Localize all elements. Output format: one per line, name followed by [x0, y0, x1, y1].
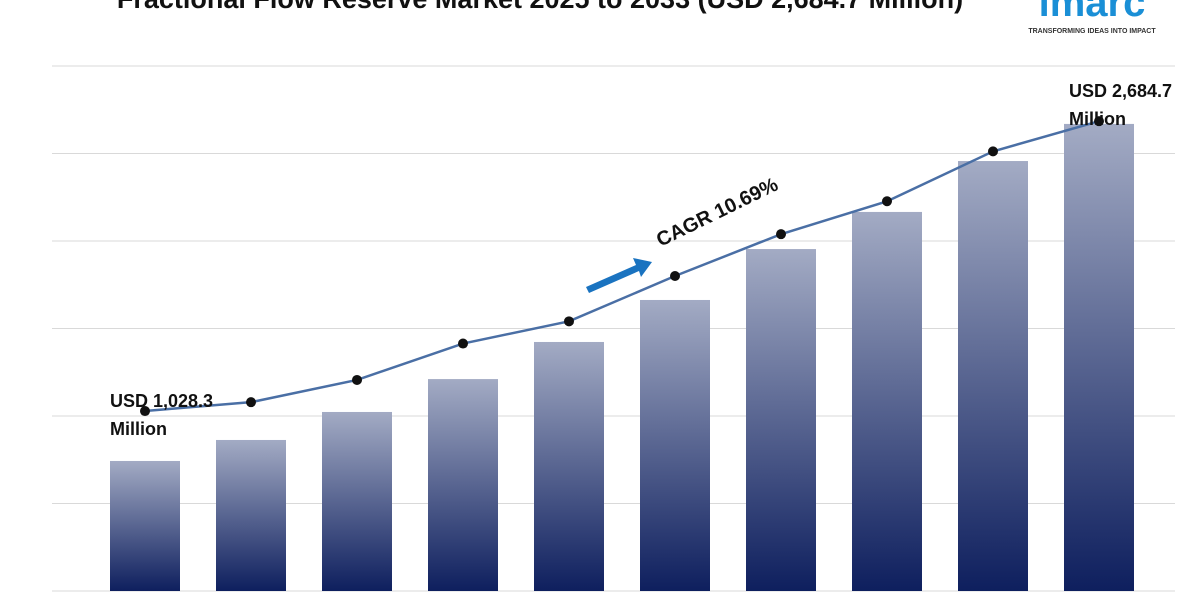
value-label: USD 2,684.7 Million: [1069, 81, 1173, 130]
bar: [852, 211, 922, 591]
bar: [216, 439, 286, 591]
bar: [746, 249, 816, 592]
line-point: [988, 146, 998, 157]
bar: [322, 411, 392, 591]
trend-arrow: [586, 258, 652, 293]
line-point: [670, 271, 680, 281]
line-point: [140, 406, 150, 417]
line-point: [246, 397, 256, 408]
line-point: [458, 338, 468, 349]
cagr-label: CAGR 10.69%: [653, 174, 782, 252]
line-point: [564, 316, 574, 327]
line-point: [882, 196, 892, 207]
line-point: [776, 229, 786, 240]
line-point: [352, 374, 362, 385]
bar: [428, 379, 498, 591]
value-label: USD 1,028.3 Million: [110, 391, 214, 440]
line-point: [1094, 116, 1104, 127]
bar: [640, 299, 710, 591]
chart-title: Fractional Flow Reserve Market 2025 to 2…: [117, 0, 963, 14]
bar: [1064, 123, 1134, 592]
bar: [534, 341, 604, 591]
logo: imarc: [1039, 0, 1146, 25]
bar: [958, 161, 1028, 591]
logo-tagline: TRANSFORMING IDEAS INTO IMPACT: [1028, 28, 1156, 35]
bar: [110, 460, 180, 591]
trend-line: [144, 119, 1100, 413]
